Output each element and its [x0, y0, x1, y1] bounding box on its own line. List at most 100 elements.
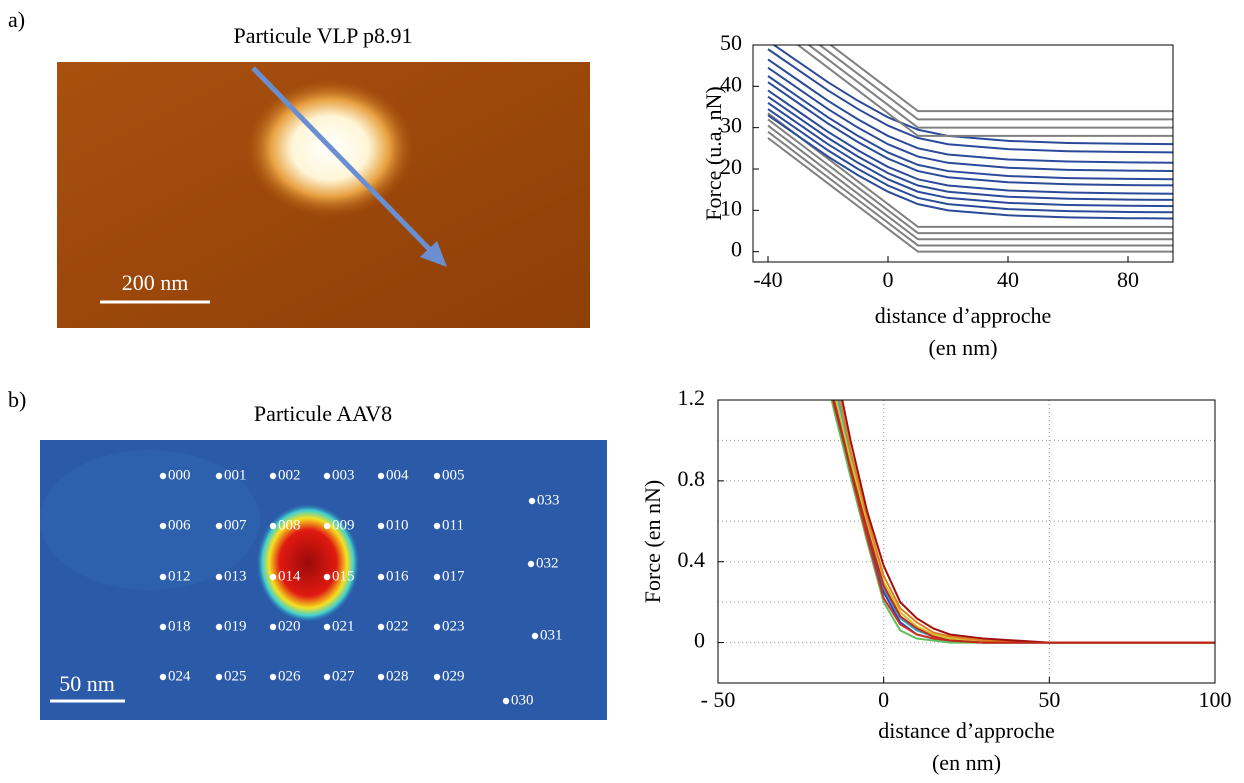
grid-point [502, 697, 510, 705]
y-tick-label: 40 [720, 71, 742, 96]
force-curve [772, 45, 1173, 146]
point-label: 026 [278, 668, 301, 684]
panel-label: b) [8, 387, 26, 412]
point-label: 033 [537, 492, 560, 508]
grid-point [215, 522, 223, 530]
afm-image [40, 440, 607, 720]
x-axis-label: (en nm) [932, 750, 1001, 775]
force-curve [830, 400, 1215, 644]
force-curve [767, 131, 1173, 247]
y-tick-label: 0 [731, 237, 742, 262]
point-label: 002 [278, 467, 301, 483]
point-label: 008 [278, 517, 301, 533]
force-curve [767, 75, 1173, 181]
x-tick-label: 50 [1038, 687, 1060, 712]
x-tick-label: 40 [997, 267, 1019, 292]
y-tick-label: 0.4 [678, 547, 706, 572]
series-group [767, 45, 1173, 253]
grid-point [433, 673, 441, 681]
plot-frame [717, 399, 1216, 684]
y-axis-label: Force (en nN) [640, 480, 665, 603]
y-tick-label: 0.8 [678, 466, 706, 491]
force-curve [839, 400, 1215, 644]
point-label: 030 [511, 692, 534, 708]
force-curve [832, 400, 1215, 644]
point-label: 014 [278, 568, 301, 584]
grid-point [215, 673, 223, 681]
point-label: 013 [224, 568, 247, 584]
point-label: 031 [540, 627, 563, 643]
x-tick-label: -40 [753, 267, 782, 292]
grid-point [269, 673, 277, 681]
force-curve [832, 400, 1215, 644]
x-tick-label: 100 [1199, 687, 1232, 712]
x-tick-label: 0 [883, 267, 894, 292]
grid-point [323, 573, 331, 581]
y-tick-label: 50 [720, 30, 742, 55]
x-tick-label: - 50 [701, 687, 736, 712]
point-label: 010 [386, 517, 409, 533]
grid-point [323, 522, 331, 530]
force-curve [767, 89, 1173, 195]
force-curve [796, 45, 1173, 137]
y-axis-label: Force (u.a. nN) [701, 86, 726, 220]
grid-point [269, 573, 277, 581]
grid-point [269, 522, 277, 530]
point-label: 017 [442, 568, 465, 584]
scale-bar-label: 200 nm [122, 270, 189, 295]
point-label: 012 [168, 568, 191, 584]
grid-point [377, 673, 385, 681]
image-title: Particule VLP p8.91 [233, 23, 412, 48]
force-curve [767, 102, 1173, 208]
grid-point [433, 472, 441, 480]
y-tick-label: 10 [720, 195, 742, 220]
grid-point [377, 623, 385, 631]
force-curve [818, 45, 1173, 121]
point-label: 021 [332, 618, 355, 634]
force-curve [829, 45, 1173, 113]
point-label: 004 [386, 467, 409, 483]
panel-label: a) [8, 7, 25, 32]
y-tick-label: 1.2 [678, 385, 706, 410]
y-tick-label: 30 [720, 113, 742, 138]
grid-point [269, 623, 277, 631]
grid-point [269, 472, 277, 480]
force-curve [767, 66, 1173, 172]
grid-point [433, 573, 441, 581]
grid-point [377, 522, 385, 530]
grid-point [159, 623, 167, 631]
y-tick-label: 20 [720, 154, 742, 179]
y-tick-label: 0 [694, 628, 705, 653]
force-curve [837, 400, 1215, 644]
grid-point [433, 623, 441, 631]
force-curve [832, 400, 1215, 644]
force-curve [767, 137, 1173, 253]
x-tick-label: 0 [878, 687, 889, 712]
scale-bar-label: 50 nm [59, 671, 115, 696]
plot-frame [752, 44, 1174, 263]
grid-point [159, 673, 167, 681]
grid-point [215, 472, 223, 480]
x-axis-label: distance d’approche [878, 718, 1055, 743]
force-curve [767, 108, 1173, 214]
force-curve [767, 114, 1173, 220]
point-label: 024 [168, 668, 191, 684]
point-label: 001 [224, 467, 247, 483]
x-axis-label: (en nm) [928, 335, 997, 360]
grid-point [215, 573, 223, 581]
point-label: 028 [386, 668, 409, 684]
force-curve [767, 112, 1173, 228]
series-group [830, 400, 1215, 644]
point-label: 025 [224, 668, 247, 684]
grid-point [323, 472, 331, 480]
grid-point [159, 573, 167, 581]
point-label: 020 [278, 618, 301, 634]
grid-point [527, 560, 535, 568]
point-label: 032 [536, 555, 559, 571]
point-label: 000 [168, 467, 191, 483]
force-curve [767, 118, 1173, 235]
grid-point [377, 472, 385, 480]
grid-point [323, 623, 331, 631]
